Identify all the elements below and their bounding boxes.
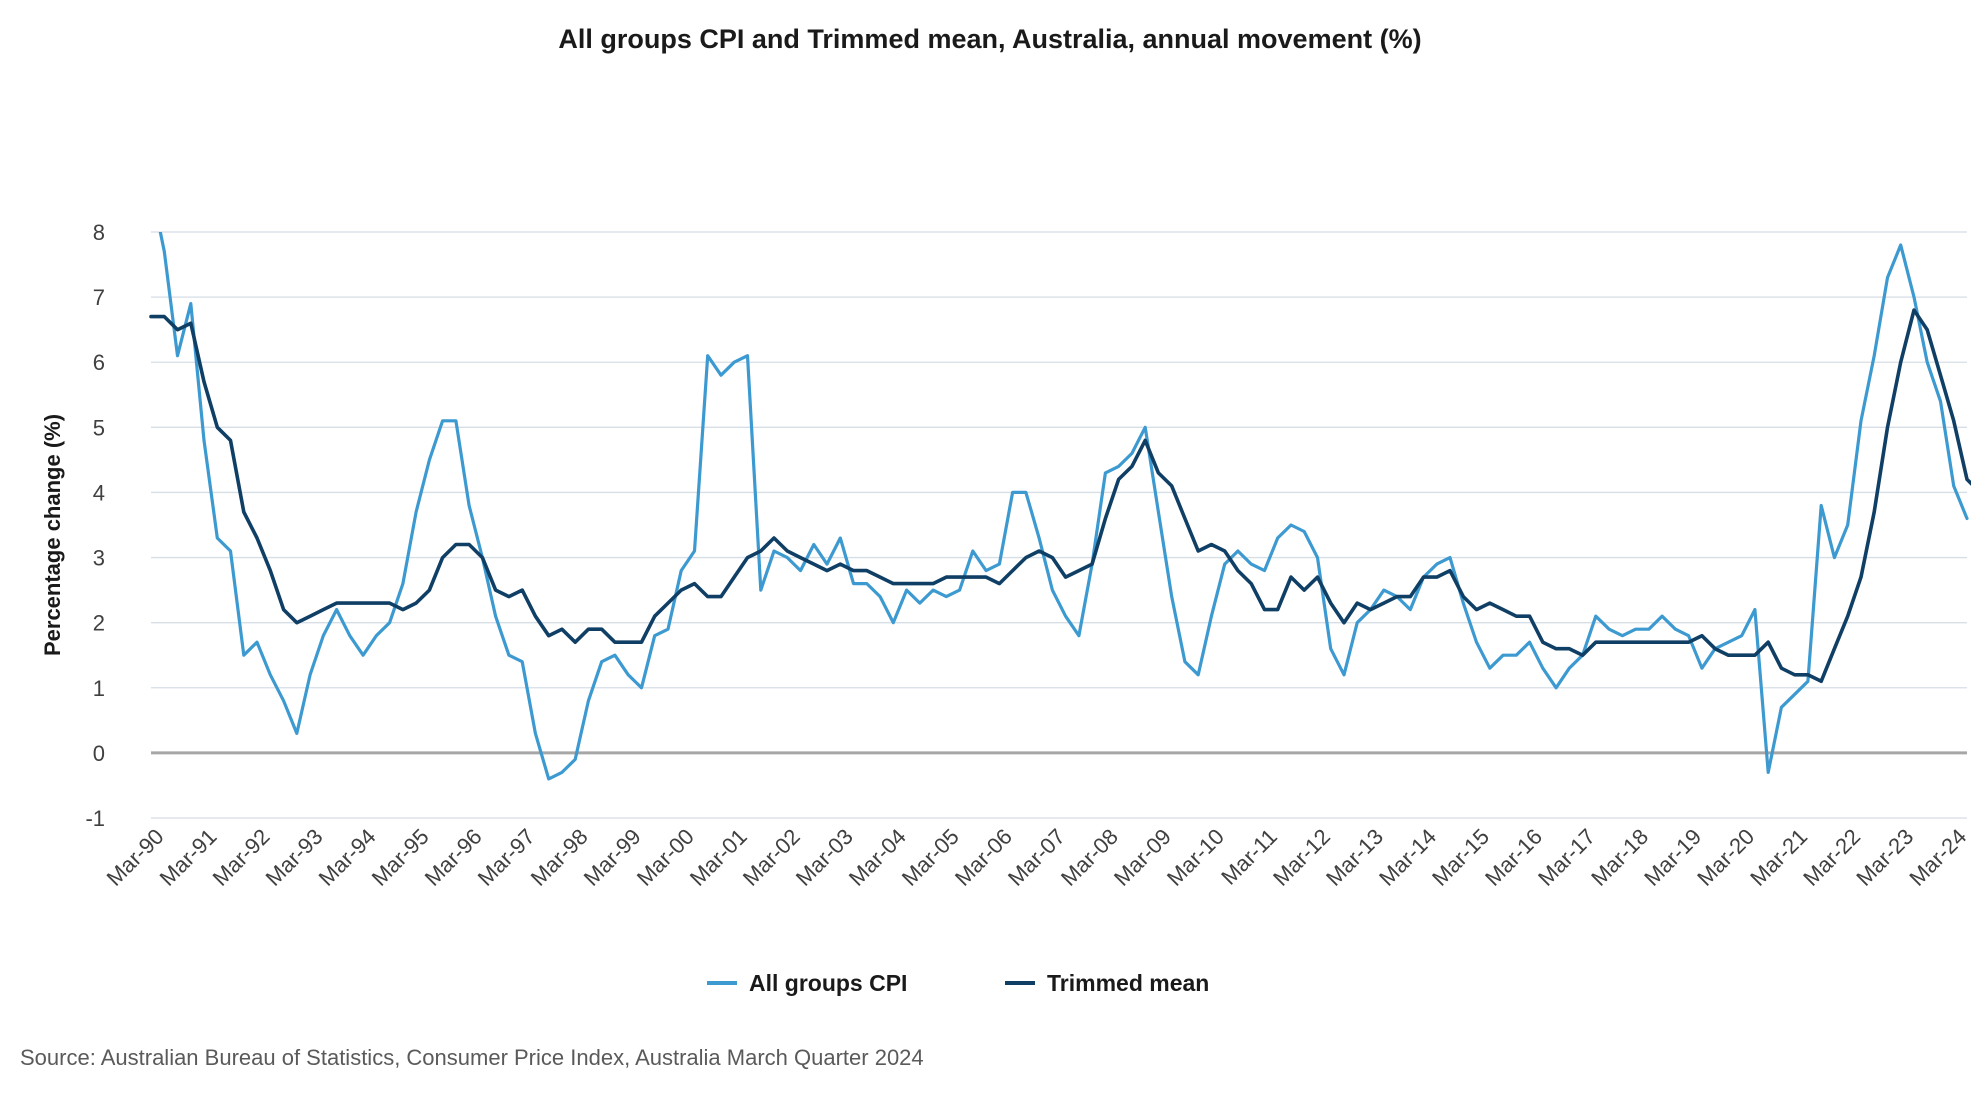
x-tick-label: Mar-11 bbox=[1216, 824, 1282, 890]
x-tick-label: Mar-94 bbox=[314, 824, 381, 891]
legend-trimmed-mean-label: Trimmed mean bbox=[1047, 970, 1209, 996]
y-tick-label: -1 bbox=[85, 806, 105, 831]
x-tick-label: Mar-20 bbox=[1692, 824, 1759, 891]
legend-cpi-label: All groups CPI bbox=[749, 970, 907, 996]
x-tick-label: Mar-00 bbox=[632, 824, 699, 891]
y-tick-label: 4 bbox=[93, 480, 105, 505]
x-tick-label: Mar-91 bbox=[155, 824, 222, 891]
x-tick-label: Mar-13 bbox=[1321, 824, 1388, 891]
x-tick-label: Mar-93 bbox=[261, 824, 328, 891]
gridlines bbox=[151, 231, 1967, 819]
y-tick-label: 7 bbox=[93, 285, 105, 310]
y-tick-label: 5 bbox=[93, 415, 105, 440]
x-tick-label: Mar-15 bbox=[1427, 824, 1494, 891]
y-tick-label: 0 bbox=[93, 741, 105, 766]
y-tick-label: 6 bbox=[93, 350, 105, 375]
x-tick-label: Mar-95 bbox=[367, 824, 434, 891]
x-tick-label: Mar-96 bbox=[420, 824, 487, 891]
x-tick-label: Mar-10 bbox=[1162, 824, 1229, 891]
x-tick-label: Mar-24 bbox=[1904, 824, 1971, 891]
x-tick-label: Mar-01 bbox=[685, 824, 752, 891]
y-tick-label: 1 bbox=[93, 676, 105, 701]
x-tick-label: Mar-17 bbox=[1533, 824, 1600, 891]
x-tick-label: Mar-92 bbox=[208, 824, 275, 891]
x-tick-label: Mar-22 bbox=[1798, 824, 1865, 891]
x-tick-label: Mar-08 bbox=[1056, 824, 1123, 891]
x-tick-label: Mar-03 bbox=[791, 824, 858, 891]
chart-title: All groups CPI and Trimmed mean, Austral… bbox=[558, 24, 1421, 54]
series-lines bbox=[149, 232, 1971, 781]
y-tick-label: 2 bbox=[93, 611, 105, 636]
x-tick-label: Mar-99 bbox=[579, 824, 646, 891]
series-line-all-groups-cpi bbox=[158, 232, 1969, 781]
x-tick-label: Mar-06 bbox=[950, 824, 1017, 891]
x-tick-label: Mar-98 bbox=[526, 824, 593, 891]
x-tick-label: Mar-07 bbox=[1003, 824, 1070, 891]
y-tick-label: 8 bbox=[93, 220, 105, 245]
y-axis-label: Percentage change (%) bbox=[40, 414, 65, 656]
series-line-trimmed-mean bbox=[149, 308, 1971, 684]
y-axis-ticks: -1 0 1 2 3 4 5 6 7 8 bbox=[85, 220, 105, 831]
x-tick-label: Mar-19 bbox=[1639, 824, 1706, 891]
x-tick-label: Mar-04 bbox=[844, 824, 911, 891]
x-tick-label: Mar-09 bbox=[1109, 824, 1176, 891]
x-tick-label: Mar-02 bbox=[738, 824, 805, 891]
x-tick-label: Mar-16 bbox=[1480, 824, 1547, 891]
x-tick-label: Mar-05 bbox=[897, 824, 964, 891]
x-tick-label: Mar-97 bbox=[473, 824, 540, 891]
x-tick-label: Mar-23 bbox=[1851, 824, 1918, 891]
x-tick-label: Mar-18 bbox=[1586, 824, 1653, 891]
x-tick-label: Mar-14 bbox=[1374, 824, 1441, 891]
x-axis-ticks: Mar-90Mar-91Mar-92Mar-93Mar-94Mar-95Mar-… bbox=[102, 824, 1972, 891]
source-note: Source: Australian Bureau of Statistics,… bbox=[20, 1045, 924, 1070]
x-tick-label: Mar-90 bbox=[102, 824, 169, 891]
x-tick-label: Mar-21 bbox=[1745, 824, 1812, 891]
legend[interactable]: All groups CPI Trimmed mean bbox=[707, 970, 1209, 996]
y-tick-label: 3 bbox=[93, 546, 105, 571]
x-tick-label: Mar-12 bbox=[1268, 824, 1335, 891]
